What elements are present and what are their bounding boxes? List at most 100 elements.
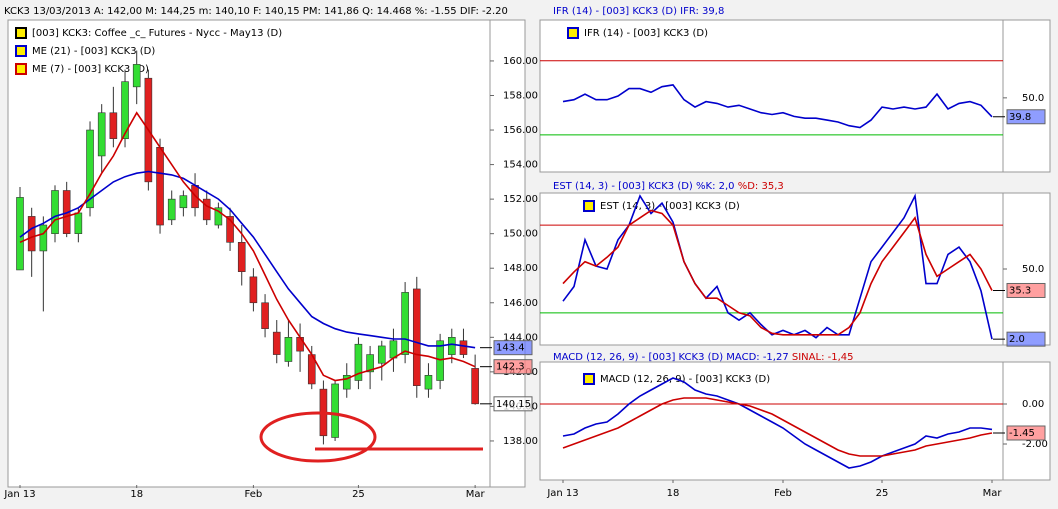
value-box-label: 142.3: [496, 362, 525, 373]
legend-icon: [583, 200, 595, 212]
value-box-label: -1.45: [1009, 428, 1035, 439]
y-tick-label: 154.00: [503, 160, 538, 171]
panel-header: IFR (14) - [003] KCK3 (D) IFR: 39,8: [553, 6, 724, 17]
macd-panel: [539, 361, 1051, 481]
value-box: [493, 340, 533, 356]
legend-icon: [15, 45, 27, 57]
candle-body: [354, 343, 363, 381]
candle-body: [214, 207, 223, 226]
candle-body: [16, 197, 24, 271]
candle-body: [377, 345, 386, 364]
candle-body: [27, 216, 36, 252]
legend-icon: [15, 27, 27, 39]
series-line: [562, 209, 993, 336]
series-line: [562, 397, 993, 457]
y-tick-label: 138.00: [503, 436, 538, 447]
y-tick-label: 156.00: [503, 125, 538, 136]
y-tick-label: 150.00: [503, 229, 538, 240]
candle-body: [342, 375, 351, 390]
y-tick-label: 50.0: [1022, 264, 1044, 275]
candle-body: [331, 383, 339, 438]
value-box-label: 39.8: [1009, 112, 1031, 123]
y-tick-label: 158.00: [503, 90, 538, 101]
candle-body: [366, 354, 374, 373]
value-box-label: 140.15: [496, 399, 531, 410]
candle-body: [97, 112, 106, 157]
header-part: MACD (12, 26, 9) - [003] KCK3 (D) MACD: …: [553, 352, 789, 363]
x-tick-label: 18: [667, 488, 680, 499]
y-tick-label: 50.0: [1022, 93, 1044, 104]
value-box: [1006, 425, 1046, 441]
value-box-label: 2.0: [1009, 334, 1025, 345]
header-part: KCK3 13/03/2013 A: 142,00 M: 144,25 m: 1…: [4, 6, 508, 17]
x-tick-label: Jan 13: [3, 489, 35, 500]
y-tick-label: -2.00: [1022, 439, 1048, 450]
panel-header: MACD (12, 26, 9) - [003] KCK3 (D) MACD: …: [553, 352, 854, 363]
candle-body: [39, 224, 48, 252]
candle-body: [86, 129, 94, 209]
header-part: %D: 35,3: [735, 181, 784, 192]
legend-entry: ME (7) - [003] KCK3 (D): [32, 64, 149, 75]
ifr-panel: [539, 19, 1051, 173]
header-part: EST (14, 3) - [003] KCK3 (D): [553, 181, 693, 192]
candle-body: [179, 195, 188, 209]
value-box: [1006, 331, 1046, 347]
candle-body: [237, 242, 246, 272]
panel-header: EST (14, 3) - [003] KCK3 (D) %K: 2,0 %D:…: [553, 181, 784, 192]
candle-body: [74, 212, 83, 234]
candle-body: [459, 340, 468, 355]
candle-body: [424, 375, 433, 390]
candle-body: [51, 190, 59, 234]
candle-body: [412, 288, 421, 386]
legend-entry: ME (21) - [003] KCK3 (D): [32, 46, 155, 57]
legend-entry: IFR (14) - [003] KCK3 (D): [584, 28, 708, 39]
y-tick-label: 148.00: [503, 263, 538, 274]
est-panel: [539, 192, 1051, 346]
legend-icon: [583, 373, 595, 385]
candle-body: [167, 198, 176, 221]
x-tick-label: Feb: [245, 489, 263, 500]
candle-body: [447, 337, 456, 355]
x-tick-label: 25: [876, 488, 889, 499]
y-tick-label: 146.00: [503, 298, 538, 309]
candle-body: [132, 64, 141, 88]
value-box-label: 143.4: [496, 343, 525, 354]
header-part: IFR (14) - [003] KCK3 (D) IFR: 39,8: [553, 6, 724, 17]
x-tick-label: 25: [352, 489, 365, 500]
header-part: SINAL: -1,45: [789, 352, 854, 363]
candle-body: [261, 302, 269, 329]
x-tick-label: Jan 13: [546, 488, 578, 499]
value-box: [493, 396, 533, 412]
value-box: [1006, 282, 1046, 298]
candle-body: [401, 292, 409, 355]
annotation-circle: [259, 411, 377, 463]
panel-header: KCK3 13/03/2013 A: 142,00 M: 144,25 m: 1…: [4, 6, 508, 17]
x-tick-label: 18: [130, 489, 143, 500]
legend-entry: MACD (12, 26, 9) - [003] KCK3 (D): [600, 374, 770, 385]
series-line: [562, 377, 993, 469]
candle-body: [156, 147, 164, 226]
series-line: [19, 111, 476, 382]
series-line: [562, 84, 993, 129]
candle-body: [284, 337, 293, 362]
x-tick-label: Mar: [983, 488, 1003, 499]
y-tick-label: 160.00: [503, 56, 538, 67]
legend-entry: EST (14, 3) - [003] KCK3 (D): [600, 201, 740, 212]
legend-icon: [15, 63, 27, 75]
candle-body: [202, 198, 211, 221]
y-tick-label: 144.00: [503, 332, 538, 343]
header-part: %K: 2,0: [693, 181, 735, 192]
x-tick-label: Feb: [774, 488, 792, 499]
candle-body: [272, 331, 281, 355]
value-box: [493, 359, 533, 375]
candle-body: [471, 368, 479, 405]
series-line: [562, 193, 993, 340]
y-tick-label: 0.00: [1022, 399, 1044, 410]
series-line: [19, 170, 476, 349]
candle-body: [296, 337, 304, 352]
legend-entry: [003] KCK3: Coffee _c_ Futures - Nycc - …: [32, 28, 282, 39]
legend-icon: [567, 27, 579, 39]
value-box-label: 35.3: [1009, 285, 1031, 296]
y-tick-label: 152.00: [503, 194, 538, 205]
